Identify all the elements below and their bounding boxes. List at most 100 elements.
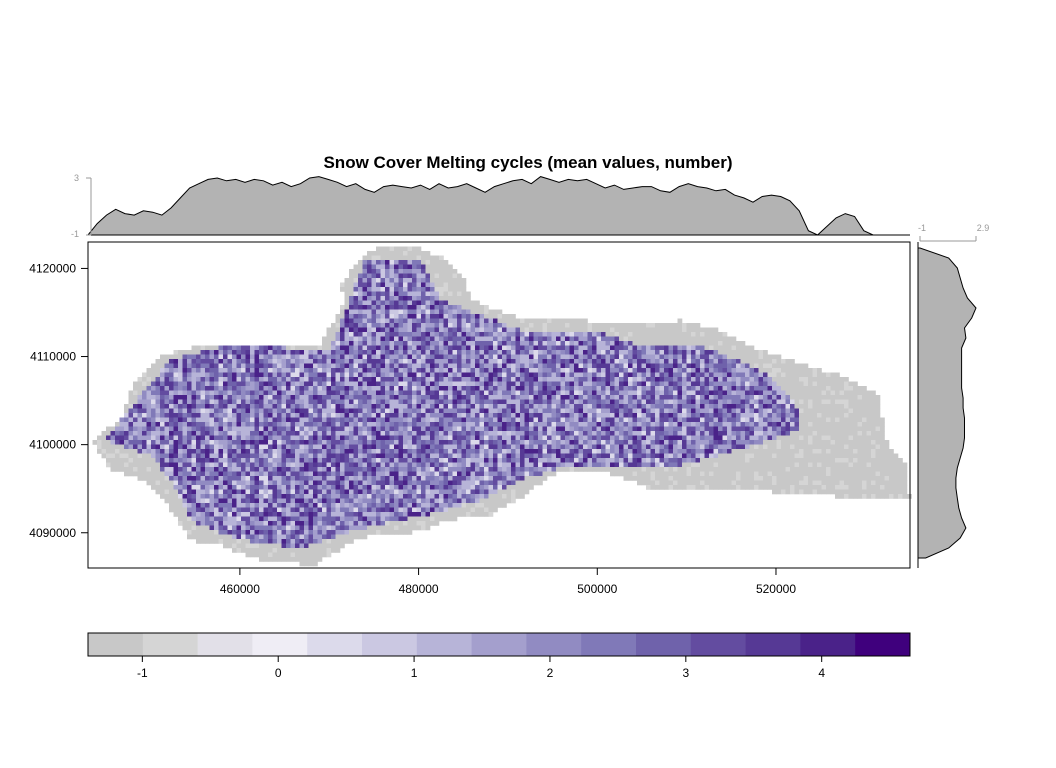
raster-cell [516,382,521,387]
raster-cell [291,346,296,351]
raster-cell [372,436,377,441]
raster-cell [822,382,827,387]
raster-cell [696,440,701,445]
raster-cell [390,350,395,355]
raster-cell [678,409,683,414]
raster-cell [493,431,498,436]
raster-cell [205,382,210,387]
raster-cell [444,337,449,342]
raster-cell [876,454,881,459]
raster-cell [687,431,692,436]
raster-cell [318,368,323,373]
raster-cell [372,310,377,315]
raster-cell [435,355,440,360]
raster-cell [480,350,485,355]
raster-cell [349,310,354,315]
raster-cell [439,355,444,360]
raster-cell [313,440,318,445]
raster-cell [372,454,377,459]
raster-cell [678,368,683,373]
raster-cell [862,395,867,400]
raster-cell [255,427,260,432]
raster-cell [565,346,570,351]
raster-cell [381,449,386,454]
raster-cell [403,422,408,427]
raster-cell [457,373,462,378]
raster-cell [277,427,282,432]
raster-cell [664,323,669,328]
raster-cell [502,454,507,459]
raster-cell [538,404,543,409]
raster-cell [507,314,512,319]
raster-cell [723,337,728,342]
raster-cell [318,364,323,369]
raster-cell [669,422,674,427]
raster-cell [502,391,507,396]
raster-cell [408,278,413,283]
raster-cell [628,382,633,387]
raster-cell [354,310,359,315]
raster-cell [799,436,804,441]
raster-cell [466,418,471,423]
raster-cell [723,386,728,391]
raster-cell [412,341,417,346]
raster-cell [174,359,179,364]
raster-cell [570,346,575,351]
raster-cell [565,427,570,432]
raster-cell [853,400,858,405]
raster-cell [304,386,309,391]
raster-cell [808,395,813,400]
raster-cell [358,314,363,319]
raster-cell [516,427,521,432]
raster-cell [795,377,800,382]
raster-cell [187,391,192,396]
raster-cell [799,440,804,445]
raster-cell [795,440,800,445]
raster-cell [336,355,341,360]
raster-cell [574,332,579,337]
raster-cell [669,359,674,364]
raster-cell [435,314,440,319]
raster-cell [709,449,714,454]
raster-cell [754,431,759,436]
raster-cell [565,319,570,324]
raster-cell [480,395,485,400]
raster-cell [381,409,386,414]
raster-cell [133,427,138,432]
raster-cell [565,350,570,355]
raster-cell [498,319,503,324]
raster-cell [840,391,845,396]
raster-cell [507,395,512,400]
raster-cell [696,395,701,400]
raster-cell [633,341,638,346]
raster-cell [259,368,264,373]
raster-cell [210,382,215,387]
raster-cell [480,377,485,382]
raster-cell [813,418,818,423]
raster-cell [822,418,827,423]
raster-cell [687,377,692,382]
raster-cell [444,287,449,292]
raster-cell [390,341,395,346]
raster-cell [471,332,476,337]
raster-cell [840,418,845,423]
raster-cell [772,391,777,396]
raster-cell [682,346,687,351]
raster-cell [484,368,489,373]
raster-cell [826,377,831,382]
raster-cell [642,404,647,409]
raster-cell [165,436,170,441]
raster-cell [651,400,656,405]
raster-cell [277,413,282,418]
raster-cell [849,413,854,418]
raster-cell [723,404,728,409]
raster-cell [741,386,746,391]
raster-cell [813,427,818,432]
raster-cell [786,431,791,436]
raster-cell [835,404,840,409]
top-marginal-plot: 3 -1 [71,173,910,239]
raster-cell [606,386,611,391]
raster-cell [709,386,714,391]
raster-cell [232,377,237,382]
raster-cell [525,436,530,441]
